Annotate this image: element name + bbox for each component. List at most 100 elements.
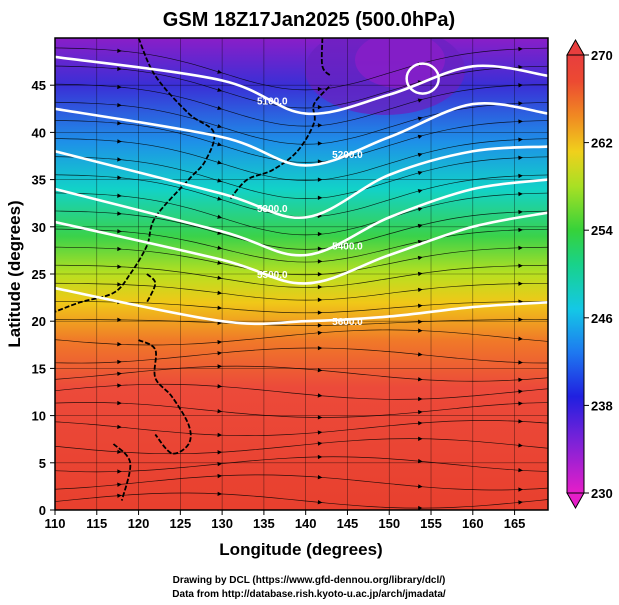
flow-arrow [317,141,323,146]
flow-arrow [518,137,523,142]
contour-label: 5600.0 [332,317,363,328]
flow-arrow [217,364,223,369]
flow-arrow [518,263,523,268]
x-tick-label: 125 [169,516,191,531]
flow-arrow [518,389,523,394]
flow-arrow [518,360,523,365]
flow-arrow [117,48,122,53]
colorbar: 230 238 246 254 262 270 [566,38,613,510]
flow-arrow [418,436,423,441]
x-tick-label: 115 [86,516,107,531]
contour-label: 5500.0 [257,270,288,281]
contour-line [55,145,548,220]
colorbar-tick-label: 230 [591,486,613,501]
x-tick-label: 165 [504,516,526,531]
flow-arrow [317,430,323,435]
flow-arrow [418,319,423,324]
x-tick-label: 155 [420,516,442,531]
x-tick-label: 145 [337,516,359,531]
flow-arrow [117,193,122,198]
flow-arrow [518,155,523,161]
flow-arrow [518,227,523,233]
flow-arrow [217,275,223,280]
flow-arrow [317,454,323,460]
plot-area: 5100.0 5200.0 5300.0 5400.0 5500.0 5600.0 [55,38,548,510]
flow-arrow [518,419,523,424]
chart-title: GSM 18Z17Jan2025 (500.0hPa) [163,9,455,31]
flow-arrow [217,196,223,201]
colorbar-tick-label: 246 [591,311,613,326]
flow-arrow [217,384,223,389]
flow-arrow [117,211,122,216]
flow-arrow [217,160,223,165]
flow-arrow [117,469,122,474]
flow-arrow [518,46,523,52]
flow-arrow [518,65,523,70]
contour-line [55,55,548,116]
flow-arrow [518,119,523,124]
flow-arrow [217,351,223,356]
cold-core-center [355,38,445,88]
flow-arrow [518,209,523,215]
x-tick-label: 135 [253,516,275,531]
flow-arrow [417,352,423,357]
coastline [320,38,332,77]
flow-arrow [518,401,523,406]
y-tick-label: 45 [32,78,46,93]
flow-arrow [418,328,423,333]
contour-label: 5200.0 [332,150,363,161]
flow-arrow [217,473,223,479]
flow-arrow [317,231,323,237]
flow-arrow [317,123,323,128]
contour-label: 5100.0 [257,96,288,107]
flow-arrow [117,121,122,126]
flow-arrow [417,189,423,194]
flow-arrow [518,487,523,492]
flow-arrow [117,449,122,454]
flow-arrow [117,400,122,406]
low-pressure-contour [405,62,440,95]
flow-arrow [217,432,223,438]
flow-arrow [317,159,323,164]
colorbar-max-arrow [566,38,585,56]
flow-arrow [417,116,423,121]
colorbar-tick-label: 254 [591,223,613,238]
flow-arrow [518,191,523,197]
flow-arrow [117,66,122,72]
flow-arrow [418,377,423,382]
contour-line [55,286,548,326]
y-tick-label: 35 [32,173,46,188]
coastline [55,38,216,313]
flow-arrow [117,424,122,430]
contour-label: 5400.0 [332,242,363,253]
flow-arrow [117,371,122,376]
y-tick-label: 0 [39,503,46,518]
flow-arrow [317,310,323,315]
height-contours: 5100.0 5200.0 5300.0 5400.0 5500.0 5600.0 [55,55,548,328]
flow-arrow [317,259,323,264]
flow-arrow [417,484,423,489]
flow-arrow [417,207,423,212]
flow-arrow [317,86,323,92]
flow-arrow [518,101,523,106]
flow-arrow [317,246,323,251]
colorbar-tick-label: 262 [591,136,613,151]
flow-arrow [117,341,122,347]
flow-arrow [117,102,122,108]
flow-arrow [417,287,423,293]
flow-arrow [117,482,122,487]
flow-arrow [317,415,323,420]
flow-arrow [217,214,223,219]
flow-arrow [417,134,423,139]
flow-arrow [217,105,223,111]
flow-arrow [117,317,122,322]
x-tick-label: 160 [462,516,484,531]
y-tick-label: 40 [32,125,46,140]
flow-arrow [518,443,523,448]
flow-arrow [518,245,523,251]
y-tick-label: 25 [32,267,46,282]
flow-arrow [217,245,223,250]
flow-arrow [117,84,122,90]
colorbar-tick-label: 238 [591,398,613,413]
